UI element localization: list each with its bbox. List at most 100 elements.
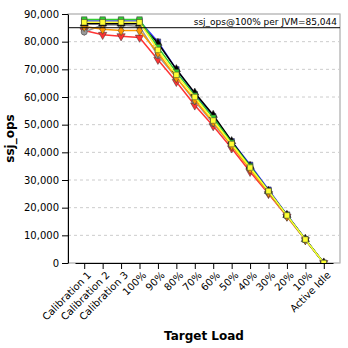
- series-marker: [284, 212, 289, 217]
- series-marker: [303, 237, 308, 242]
- series-marker: [321, 260, 326, 263]
- series-line: [84, 31, 324, 263]
- series-marker: [229, 141, 234, 146]
- y-tick-label: 90,000: [24, 9, 59, 20]
- series-marker: [100, 20, 105, 25]
- y-tick-mark: [62, 235, 68, 236]
- series-line: [84, 26, 324, 263]
- x-tick-label: 30%: [254, 269, 278, 293]
- y-tick: 50,000: [24, 119, 68, 130]
- x-tick-label: Calibration 3: [77, 269, 130, 322]
- series-marker: [174, 72, 179, 77]
- series-marker: [303, 236, 308, 241]
- series-marker: [210, 118, 215, 123]
- x-tick-label: 60%: [199, 269, 223, 293]
- y-tick-mark: [62, 69, 68, 70]
- x-tick: 50%: [217, 263, 241, 293]
- series-line: [84, 22, 324, 263]
- series-marker: [137, 26, 143, 36]
- series-marker: [229, 140, 235, 150]
- series-marker: [266, 188, 271, 193]
- x-tick-mark: [158, 263, 159, 269]
- x-tick-mark: [324, 263, 325, 269]
- y-tick: 90,000: [24, 9, 68, 20]
- x-tick-mark: [103, 263, 104, 269]
- grid-line: [68, 69, 340, 70]
- series-marker: [118, 20, 123, 25]
- x-tick: 100%: [120, 263, 148, 297]
- grid-line: [68, 152, 340, 153]
- x-tick-label: 50%: [217, 269, 241, 293]
- y-tick: 80,000: [24, 36, 68, 47]
- reference-line: [68, 27, 340, 28]
- y-axis: 0 10,000 20,000 30,000 40,000 50,000 60,000 70,…: [24, 9, 69, 269]
- series-marker: [284, 213, 289, 218]
- y-tick: 20,000: [24, 202, 68, 213]
- grid-line: [68, 14, 340, 15]
- x-tick: Active Idle: [288, 263, 333, 314]
- y-tick-label: 40,000: [24, 147, 59, 158]
- y-tick-label: 50,000: [24, 119, 59, 130]
- x-tick-mark: [195, 263, 196, 269]
- x-tick-mark: [176, 263, 177, 269]
- x-tick: 20%: [272, 263, 296, 293]
- x-axis-line: [76, 263, 334, 264]
- reference-label: ssj_ops@100% per JVM=85,044: [194, 17, 338, 27]
- series-marker: [117, 19, 125, 26]
- y-tick: 30,000: [24, 175, 68, 186]
- y-tick: 40,000: [24, 147, 68, 158]
- x-tick-label: 70%: [180, 269, 204, 293]
- series-marker: [321, 260, 326, 263]
- x-tick-mark: [84, 263, 85, 269]
- x-tick: 70%: [180, 263, 204, 293]
- x-tick-label: 40%: [236, 269, 260, 293]
- series-marker: [137, 20, 142, 25]
- grid-line: [68, 124, 340, 125]
- y-tick-label: 30,000: [24, 175, 59, 186]
- series-line: [84, 21, 324, 263]
- x-tick-mark: [305, 263, 306, 269]
- x-tick: 40%: [236, 263, 260, 293]
- x-tick-label: Active Idle: [288, 269, 333, 314]
- y-tick-mark: [62, 208, 68, 209]
- y-tick-mark: [62, 263, 68, 264]
- series-marker: [81, 20, 86, 25]
- grid-line: [68, 97, 340, 98]
- y-tick: 60,000: [24, 92, 68, 103]
- series-marker: [247, 165, 252, 170]
- x-tick-label: 20%: [272, 269, 296, 293]
- series-line: [84, 25, 324, 263]
- y-tick-label: 80,000: [24, 36, 59, 47]
- grid-line: [68, 180, 340, 181]
- series-marker: [135, 19, 143, 26]
- series-marker: [155, 48, 161, 58]
- y-tick-label: 0: [53, 258, 59, 269]
- x-tick-mark: [140, 263, 141, 269]
- x-tick-label: 80%: [162, 269, 186, 293]
- series-marker: [321, 260, 326, 263]
- series-marker: [302, 237, 308, 243]
- grid-line: [68, 41, 340, 42]
- y-tick-label: 70,000: [24, 64, 59, 75]
- series-marker: [210, 117, 216, 127]
- series-marker: [98, 19, 106, 26]
- grid-line: [68, 207, 340, 208]
- x-tick-mark: [213, 263, 214, 269]
- x-axis: Calibration 1Calibration 2Calibration 31…: [40, 263, 333, 322]
- series-marker: [173, 73, 179, 83]
- x-tick-mark: [232, 263, 233, 269]
- x-tick-mark: [269, 263, 270, 269]
- y-tick-mark: [62, 14, 68, 15]
- y-tick-label: 60,000: [24, 92, 59, 103]
- series-marker: [192, 95, 198, 105]
- x-tick: 90%: [143, 263, 167, 293]
- y-tick-label: 10,000: [24, 230, 59, 241]
- series-marker: [284, 212, 289, 217]
- series-marker: [266, 188, 271, 193]
- chart: 0 10,000 20,000 30,000 40,000 50,000 60,000 70,…: [0, 0, 348, 348]
- series-marker: [266, 187, 272, 197]
- series-marker: [303, 237, 308, 242]
- x-tick-mark: [250, 263, 251, 269]
- series-marker: [284, 213, 290, 219]
- x-tick-mark: [287, 263, 288, 269]
